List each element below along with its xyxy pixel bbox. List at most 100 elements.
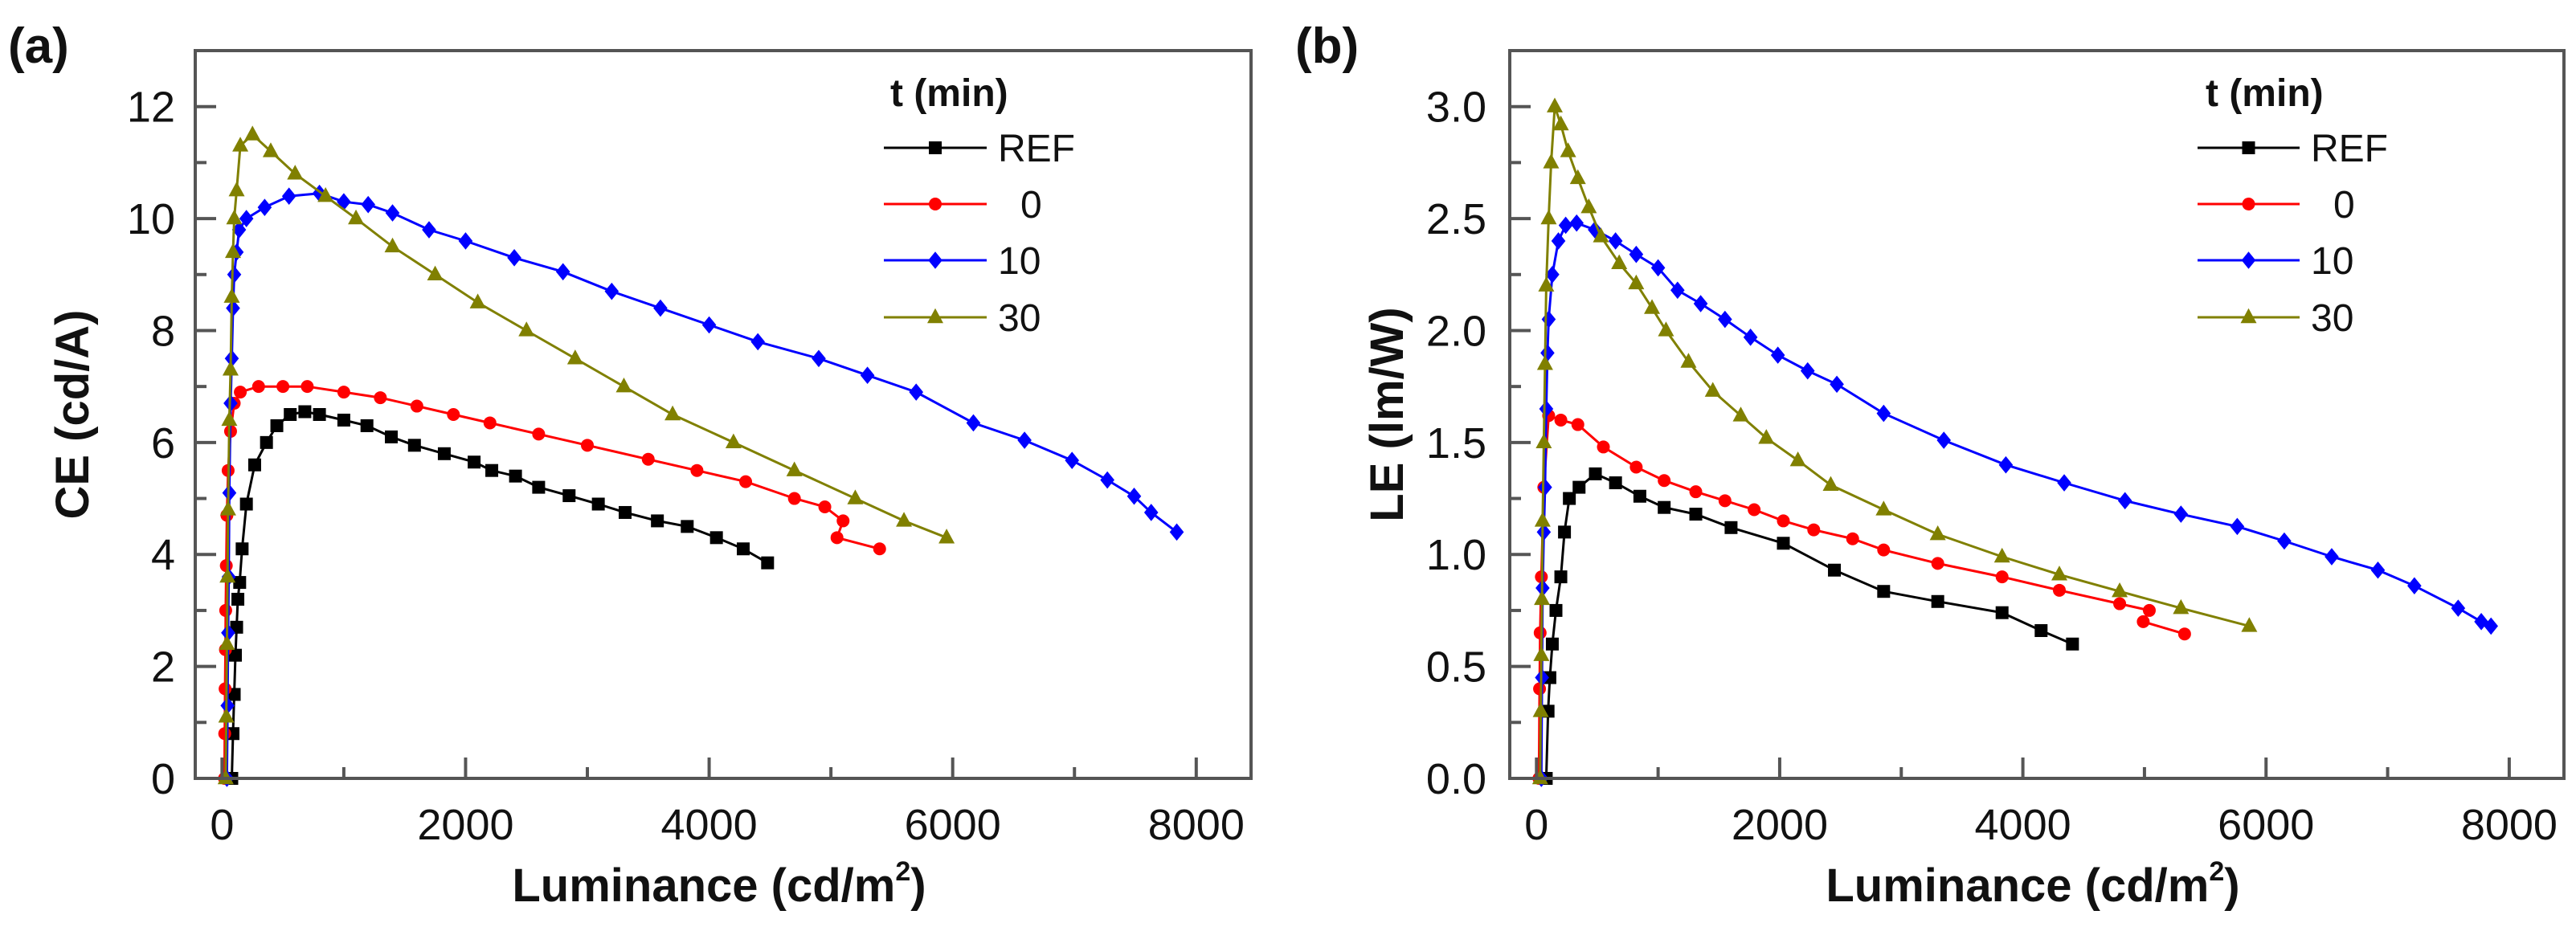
series-line xyxy=(231,410,769,779)
data-point xyxy=(219,603,232,617)
data-point xyxy=(281,187,296,205)
series-line xyxy=(224,133,947,779)
data-point xyxy=(532,480,546,494)
data-point xyxy=(2407,577,2422,595)
legend: t (min) REF 0 10 30 xyxy=(884,72,1075,340)
data-point xyxy=(1546,97,1563,112)
data-point xyxy=(1533,626,1547,639)
y-tick-label: 2.0 xyxy=(1426,307,1486,355)
data-point xyxy=(591,497,605,511)
data-point xyxy=(447,408,460,421)
legend: t (min) REF 0 10 30 xyxy=(2198,72,2388,340)
y-tick-label: 8 xyxy=(151,307,175,355)
data-point xyxy=(1554,413,1568,427)
data-point xyxy=(360,419,374,432)
data-point xyxy=(437,447,451,460)
data-point xyxy=(1538,276,1555,292)
series-0 xyxy=(1532,409,2191,785)
data-point xyxy=(427,265,444,280)
x-tick-label: 8000 xyxy=(1148,801,1245,849)
data-point xyxy=(532,427,546,441)
data-point xyxy=(223,288,240,303)
data-point xyxy=(384,237,401,253)
data-point xyxy=(641,452,655,466)
data-point xyxy=(227,265,242,284)
data-point xyxy=(1593,227,1609,243)
data-point xyxy=(1633,489,1646,503)
y-axis-title: CE (cd/A) xyxy=(47,310,99,520)
series-10 xyxy=(1534,214,2499,787)
panel-b-le-chart: (b) 0 2000 4000 6000 8000 0.0 0.5 1.0 1.5 2.0 2.5 3.… xyxy=(1295,18,2566,912)
data-point xyxy=(1877,543,1891,557)
data-point xyxy=(483,416,497,430)
data-point xyxy=(1597,440,1610,454)
data-point xyxy=(1931,594,1944,608)
legend-marker-diamond-icon xyxy=(2241,251,2256,269)
data-point xyxy=(244,125,261,141)
legend-label: 0 xyxy=(1020,184,1042,227)
y-tick-label: 3.0 xyxy=(1426,84,1486,132)
data-point xyxy=(219,635,235,650)
data-point xyxy=(1830,375,1844,394)
data-point xyxy=(1017,431,1032,449)
data-point xyxy=(1536,355,1553,370)
data-point xyxy=(229,648,243,662)
data-point xyxy=(1931,557,1944,570)
data-point xyxy=(247,458,261,472)
data-point xyxy=(1563,492,1576,505)
data-point xyxy=(739,475,753,488)
data-point xyxy=(2057,474,2071,492)
legend-label: REF xyxy=(2311,128,2388,170)
data-point xyxy=(1608,232,1623,250)
data-point xyxy=(2177,627,2191,641)
data-point xyxy=(1534,590,1551,606)
data-point xyxy=(847,489,864,504)
y-tick-label: 0.5 xyxy=(1426,643,1486,692)
data-point xyxy=(750,333,765,351)
data-point xyxy=(1748,503,1761,517)
data-point xyxy=(830,531,844,545)
data-point xyxy=(1533,682,1547,696)
data-point xyxy=(1650,259,1666,277)
data-point xyxy=(1718,494,1732,508)
data-point xyxy=(276,380,290,394)
data-point xyxy=(219,500,236,516)
data-point xyxy=(1704,382,1721,397)
data-point xyxy=(1065,451,1080,469)
legend-marker-triangle-icon xyxy=(2240,308,2257,324)
data-point xyxy=(1777,537,1790,550)
data-point xyxy=(2142,603,2156,617)
data-point xyxy=(1536,523,1552,541)
data-point xyxy=(1558,525,1572,539)
x-axis-title-superscript: 2 xyxy=(895,856,910,887)
series-0 xyxy=(218,380,886,785)
data-point xyxy=(818,500,832,513)
data-point xyxy=(1629,245,1644,263)
data-point xyxy=(1995,570,2009,584)
data-point xyxy=(1680,353,1697,368)
data-point xyxy=(2136,615,2150,628)
data-point xyxy=(618,505,632,519)
legend-label: 30 xyxy=(2311,297,2353,340)
legend-marker-diamond-icon xyxy=(928,251,942,269)
legend-item-ref: REF xyxy=(2198,128,2388,170)
data-point xyxy=(1552,115,1569,131)
data-point xyxy=(1571,418,1584,431)
data-point xyxy=(348,209,365,225)
data-point xyxy=(1572,480,1586,494)
data-point xyxy=(231,592,245,606)
y-tick-label: 0 xyxy=(151,755,175,803)
data-point xyxy=(374,391,387,405)
data-point xyxy=(2370,561,2386,579)
data-point xyxy=(469,293,486,308)
data-point xyxy=(1789,451,1806,467)
series-line xyxy=(1544,472,2073,779)
y-tick-label: 1.5 xyxy=(1426,419,1486,468)
data-point xyxy=(1545,637,1559,651)
data-point xyxy=(239,497,253,511)
legend-label: 0 xyxy=(2333,184,2355,227)
data-point xyxy=(812,349,826,368)
data-point xyxy=(1169,523,1184,541)
data-point xyxy=(1532,702,1549,717)
